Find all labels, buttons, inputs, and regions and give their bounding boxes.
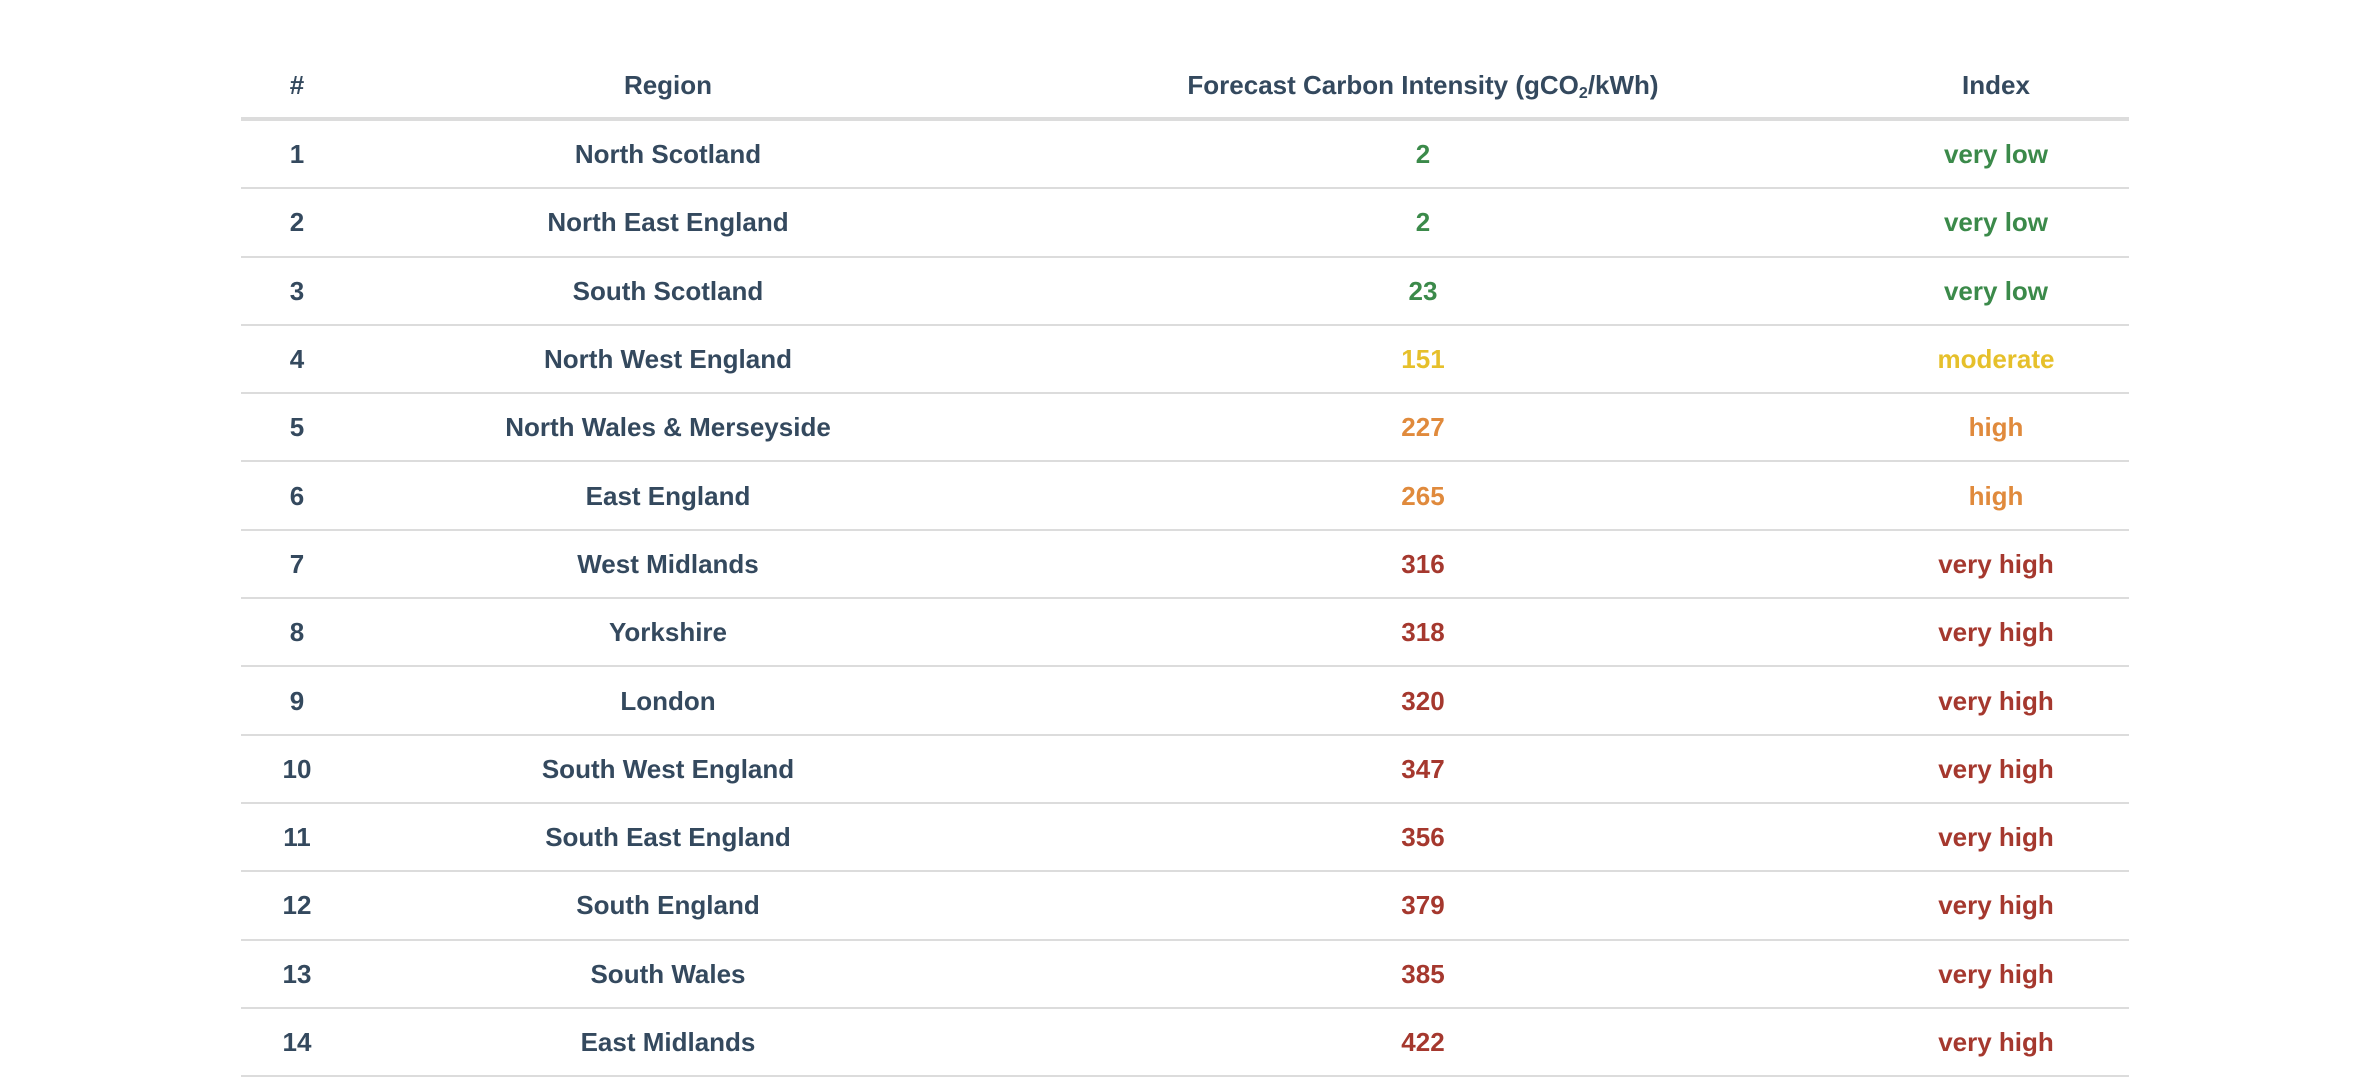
row-intensity: 2 [1415,207,1431,238]
row-index: very low [1943,139,2049,170]
row-region: West Midlands [577,548,759,579]
row-index: high [1968,480,2024,511]
row-number: 1 [289,139,305,170]
row-index: very high [1938,822,2054,853]
header-number[interactable]: # [289,69,305,100]
table-row: 3 South Scotland 23 very low [241,258,2129,326]
header-ci-subscript: 2 [1578,84,1588,102]
row-number: 14 [282,1027,312,1057]
row-intensity: 347 [1401,753,1445,784]
row-number: 11 [283,822,311,853]
header-index[interactable]: Index [1962,69,2030,100]
row-region: South Wales [590,958,746,989]
row-intensity: 422 [1401,1027,1445,1057]
table-row: 11 South East England 356 very high [241,804,2129,873]
row-index: very high [1938,548,2054,579]
row-index: very low [1943,275,2049,306]
row-region: North East England [547,207,789,238]
row-index: very high [1938,685,2054,716]
table-row: 9 London 320 very high [241,667,2129,736]
table-row: 13 South Wales 385 very high [241,941,2129,1009]
row-intensity: 151 [1401,344,1445,375]
row-index: very high [1938,617,2054,648]
row-intensity: 356 [1401,822,1445,853]
row-number: 13 [282,958,312,989]
row-region: Yorkshire [608,617,727,648]
header-ci-prefix: Forecast Carbon Intensity (gCO [1187,69,1579,100]
table-row: 4 North West England 151 moderate [241,326,2129,395]
row-number: 8 [289,617,305,648]
table-row: 7 West Midlands 316 very high [241,531,2129,600]
row-region: East England [585,480,751,511]
row-number: 3 [289,275,305,306]
row-intensity: 318 [1401,617,1445,648]
table-row: 2 North East England 2 very low [241,189,2129,258]
row-index: very high [1938,1027,2054,1057]
row-intensity: 2 [1415,139,1431,170]
row-intensity: 385 [1401,958,1445,989]
row-region: South East England [545,822,791,853]
table-row: 6 East England 265 high [241,462,2129,531]
row-region: London [620,685,716,716]
header-ci-suffix: /kWh) [1587,69,1659,100]
row-region: North Wales & Merseyside [505,412,831,443]
row-intensity: 316 [1401,548,1445,579]
row-index: very high [1938,753,2054,784]
table-row: 1 North Scotland 2 very low [241,121,2129,190]
table-body: 1 North Scotland 2 very low 2 North East Engl… [241,121,2129,1078]
table-row: 5 North Wales & Merseyside 227 high [241,394,2129,463]
row-number: 9 [289,685,305,716]
row-intensity: 23 [1408,275,1438,306]
header-region[interactable]: Region [623,69,713,100]
row-intensity: 265 [1401,480,1445,511]
row-number: 4 [289,344,305,375]
row-region: South England [576,890,760,921]
row-number: 7 [289,548,305,579]
row-index: very low [1943,207,2049,238]
table-row: 12 South England 379 very high [241,872,2129,941]
header-carbon-intensity[interactable]: Forecast Carbon Intensity (gCO2/kWh) [983,69,1863,102]
row-intensity: 320 [1401,685,1445,716]
row-index: very high [1938,958,2054,989]
row-number: 6 [289,480,305,511]
row-index: moderate [1937,344,2055,375]
row-region: South West England [541,753,795,784]
row-region: North Scotland [574,139,762,170]
row-intensity: 227 [1401,412,1445,443]
row-number: 2 [289,207,305,238]
row-intensity: 379 [1401,890,1445,921]
row-number: 10 [282,753,312,784]
row-region: East Midlands [580,1027,756,1057]
carbon-intensity-table: # Region Forecast Carbon Intensity (gCO2… [241,52,2129,1078]
row-index: very high [1938,890,2054,921]
row-index: high [1968,412,2024,443]
row-number: 5 [289,412,305,443]
table-header-row: # Region Forecast Carbon Intensity (gCO2… [241,52,2129,121]
row-region: South Scotland [572,275,764,306]
table-row: 14 East Midlands 422 very high [241,1009,2129,1078]
table-row: 10 South West England 347 very high [241,736,2129,804]
row-number: 12 [282,890,312,921]
row-region: North West England [544,344,792,375]
table-row: 8 Yorkshire 318 very high [241,599,2129,668]
